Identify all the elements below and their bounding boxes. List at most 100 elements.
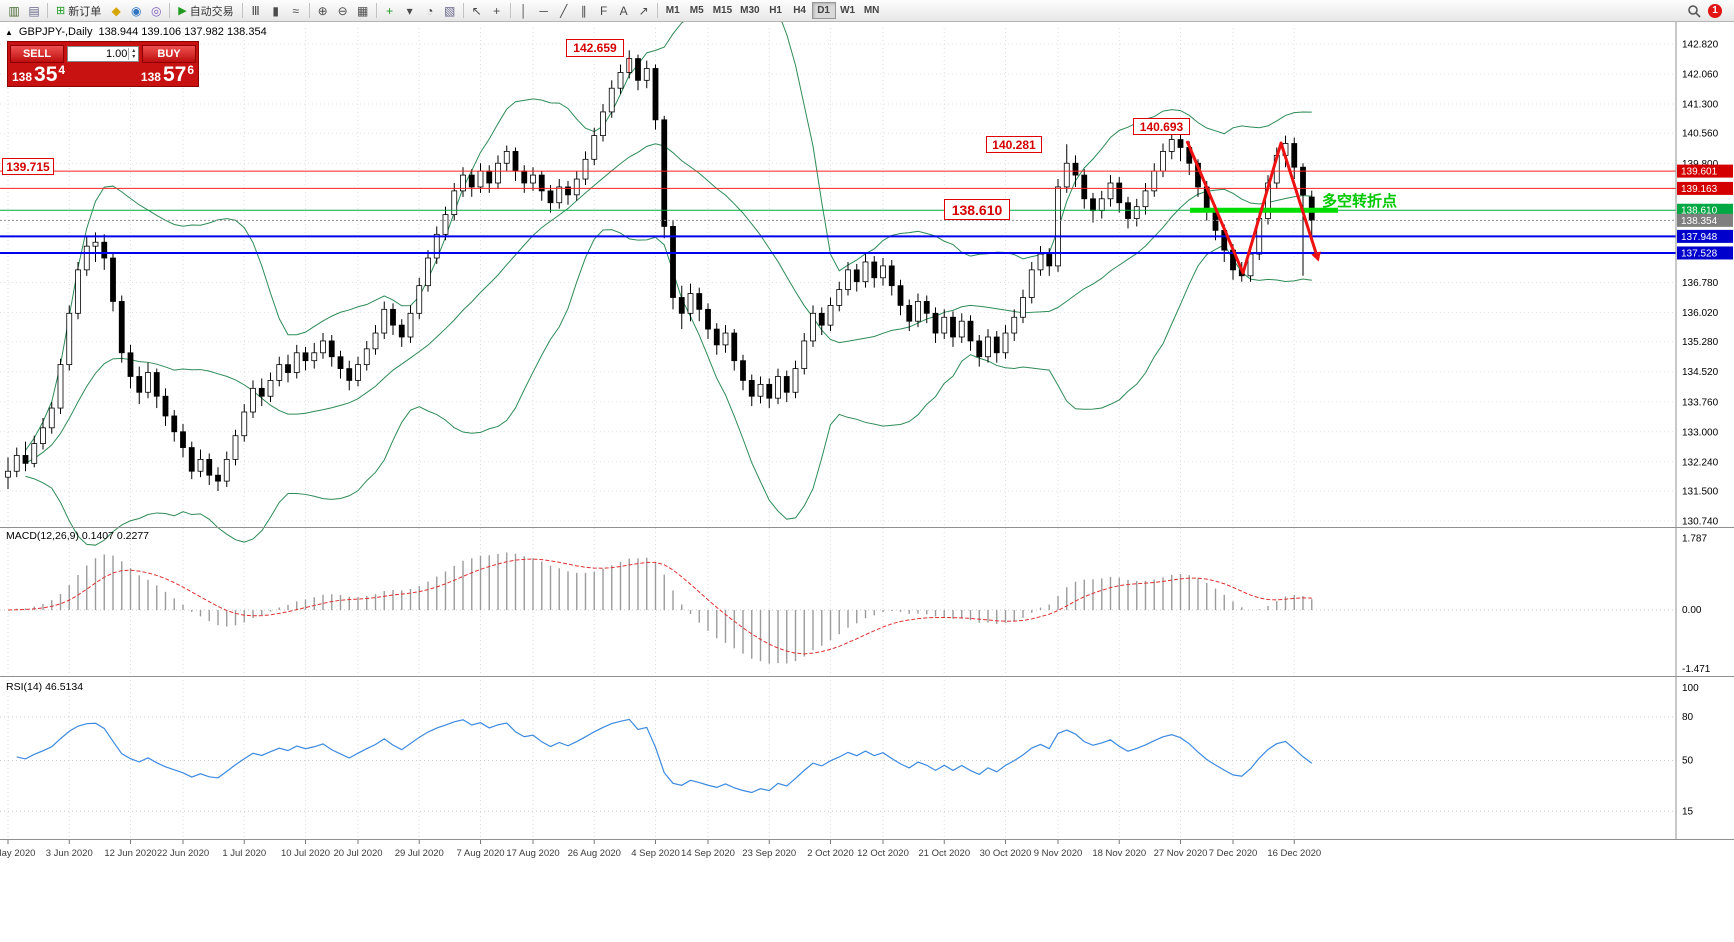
timeframe-H1[interactable]: H1 <box>769 5 782 16</box>
new-order-button[interactable]: ⊞ 新订单 <box>51 2 106 20</box>
toolbar: ▥ ▤ ⊞ 新订单 ◆ ◉ ◎ ▶ 自动交易 Ⅲ ▮ ≈ ⊕ ⊖ ▦ + ▾ ◔… <box>0 0 1734 22</box>
toolbar-separator <box>308 3 310 18</box>
auto-trading-button[interactable]: ▶ 自动交易 <box>173 2 238 20</box>
indicator-dropdown-icon[interactable]: ▾ <box>406 3 413 18</box>
text-tool-icon[interactable]: A <box>619 3 628 18</box>
lot-size-field[interactable]: ▴ ▾ <box>67 46 139 62</box>
auto-trading-label: 自动交易 <box>189 5 234 18</box>
periods-icon[interactable]: ◔ <box>426 3 434 18</box>
community-icon[interactable]: ◉ <box>130 3 142 18</box>
metatrader-icon[interactable]: ◎ <box>150 3 162 18</box>
horizontal-line-icon[interactable]: ─ <box>539 3 548 18</box>
candle-body <box>661 119 668 227</box>
candle-body <box>696 293 703 310</box>
candle-body <box>827 305 834 326</box>
chart-objects-layer[interactable] <box>0 57 1676 275</box>
macd-layer <box>0 552 1676 664</box>
price-tag <box>1677 203 1733 217</box>
candle-body <box>1046 253 1053 267</box>
candle-body <box>757 383 764 397</box>
candle-body <box>512 151 519 172</box>
candle-body <box>993 336 1000 354</box>
candle-body <box>915 301 921 322</box>
vertical-line-icon[interactable]: │ <box>519 3 528 18</box>
timeframe-D1[interactable]: D1 <box>811 2 836 19</box>
timeframe-M30[interactable]: M30 <box>740 5 760 16</box>
candle-body <box>1063 162 1070 188</box>
candle-body <box>1072 162 1079 176</box>
candlestick-icon[interactable]: ▮ <box>272 3 279 18</box>
candle-body <box>66 312 73 366</box>
price-tag-label: 137.948 <box>1681 232 1718 243</box>
bull-bear-turning-point-note[interactable]: 多空转折点 <box>1322 193 1398 210</box>
candle-body <box>180 431 186 448</box>
price-tag <box>1677 229 1733 243</box>
lot-size-input[interactable] <box>68 47 129 61</box>
arrows-tool-icon[interactable]: ↗ <box>638 3 649 18</box>
trendline-icon[interactable]: ╱ <box>560 3 568 18</box>
mql5-icon[interactable]: ◆ <box>111 3 121 18</box>
candle-body <box>1160 151 1166 172</box>
bollinger-middle <box>25 143 1312 464</box>
timeframe-M1[interactable]: M1 <box>665 5 680 16</box>
candle-body <box>766 383 773 399</box>
price-label-140.693[interactable]: 140.693 <box>1133 118 1190 135</box>
templates-icon[interactable]: ▧ <box>444 3 456 18</box>
candle-body <box>1055 186 1061 267</box>
new-chart-icon[interactable]: ▥ <box>8 3 20 18</box>
timeframe-MN[interactable]: MN <box>863 5 880 16</box>
lot-spinner-up-icon[interactable]: ▴ <box>132 48 136 54</box>
macd-indicator-label: MACD(12,26,9) 0.1407 0.2277 <box>6 530 150 542</box>
price-axis-label: 140.560 <box>1682 129 1719 140</box>
zoom-in-icon[interactable]: ⊕ <box>317 3 328 18</box>
candle-body <box>818 312 825 326</box>
fibonacci-icon[interactable]: F <box>600 3 608 18</box>
candle-body <box>1107 182 1114 200</box>
notification-badge[interactable]: 1 <box>1708 3 1722 18</box>
price-tag-label: 139.163 <box>1681 184 1718 195</box>
cursor-icon[interactable]: ↖ <box>471 3 482 18</box>
timeframe-H4[interactable]: H4 <box>793 5 806 16</box>
date-axis-label: 21 Oct 2020 <box>918 848 970 859</box>
candle-body <box>407 312 414 338</box>
price-label-140.281[interactable]: 140.281 <box>986 136 1042 153</box>
toolbar-separator <box>375 3 377 18</box>
candle-body <box>556 186 563 204</box>
toolbar-separator <box>656 3 658 18</box>
bar-chart-icon[interactable]: Ⅲ <box>251 3 260 18</box>
crosshair-icon[interactable]: + <box>493 3 501 18</box>
tile-windows-icon[interactable]: ▦ <box>357 3 369 18</box>
timeframe-M5[interactable]: M5 <box>689 5 704 16</box>
candle-body <box>118 301 125 354</box>
symbol-collapse-icon[interactable]: ▲ <box>5 27 13 37</box>
chart-profiles-icon[interactable]: ▤ <box>28 3 40 18</box>
channel-icon[interactable]: ∥ <box>580 3 587 18</box>
rsi-scale-label: 15 <box>1682 806 1694 817</box>
price-label-139.715[interactable]: 139.715 <box>2 158 54 175</box>
zoom-out-icon[interactable]: ⊖ <box>337 3 348 18</box>
timeframe-W1[interactable]: W1 <box>840 5 856 16</box>
candle-body <box>678 297 685 314</box>
price-label-138.610[interactable]: 138.610 <box>944 199 1010 220</box>
candle-body <box>530 174 536 184</box>
line-chart-icon[interactable]: ≈ <box>292 3 299 18</box>
lot-spinner-down-icon[interactable]: ▾ <box>132 54 136 60</box>
date-axis-label: 9 Nov 2020 <box>1034 848 1083 859</box>
price-label-142.659[interactable]: 142.659 <box>566 39 624 57</box>
buy-button[interactable]: BUY <box>142 45 196 63</box>
candle-body <box>582 158 589 180</box>
search-icon[interactable] <box>1687 4 1701 18</box>
candle-body <box>1177 139 1184 148</box>
timeframe-M15[interactable]: M15 <box>712 5 733 16</box>
candle-body <box>1020 297 1026 318</box>
trend-arrow-annotation[interactable] <box>1185 140 1318 275</box>
candle-body <box>241 411 248 437</box>
frame-layer <box>0 22 1734 840</box>
candle-body <box>110 257 116 302</box>
toolbar-separator <box>47 3 48 18</box>
indicators-icon[interactable]: + <box>386 3 394 18</box>
rsi-scale-label: 50 <box>1682 756 1694 767</box>
sell-button[interactable]: SELL <box>10 45 64 63</box>
